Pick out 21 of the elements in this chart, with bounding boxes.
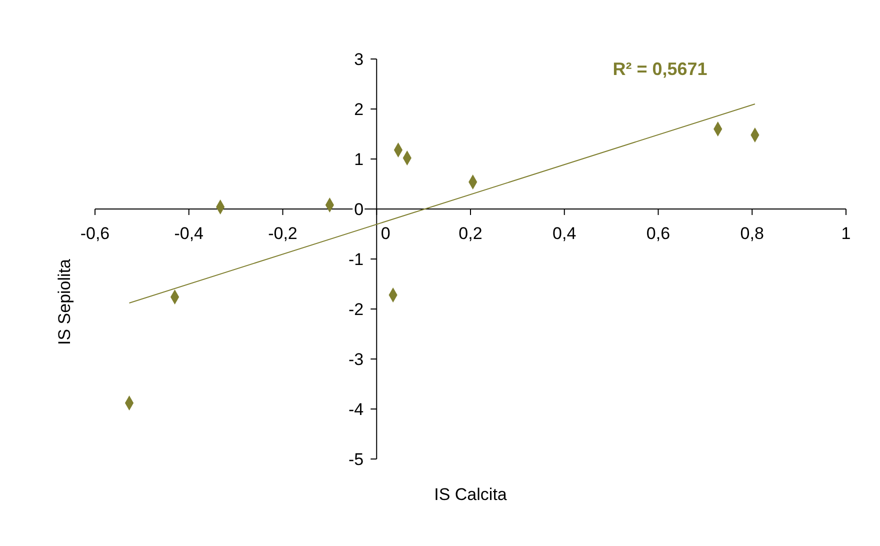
x-tick-label: -0,4 xyxy=(174,224,204,243)
x-tick-label: 0 xyxy=(380,224,390,243)
x-tick-label: -0,2 xyxy=(268,224,298,243)
y-tick-label: 3 xyxy=(354,50,364,69)
x-tick-label: 0,2 xyxy=(458,224,482,243)
y-tick-label: 0 xyxy=(354,200,364,219)
y-tick-label: -4 xyxy=(348,400,364,419)
x-tick-label: -0,6 xyxy=(80,224,110,243)
annotation: R² = 0,5671 xyxy=(612,59,708,79)
x-tick-label: 0,8 xyxy=(740,224,764,243)
y-tick-label: -2 xyxy=(348,300,364,319)
x-axis-title: IS Calcita xyxy=(434,485,508,504)
x-tick-label: 1 xyxy=(841,224,851,243)
x-tick-label: 0,6 xyxy=(646,224,670,243)
y-tick-label: -1 xyxy=(348,250,364,269)
y-tick-label: -3 xyxy=(348,350,364,369)
y-tick-label: 2 xyxy=(354,100,364,119)
y-tick-label: 1 xyxy=(354,150,364,169)
x-tick-label: 0,4 xyxy=(552,224,576,243)
y-axis-title: IS Sepiolita xyxy=(55,258,74,345)
y-tick-label: -5 xyxy=(348,450,364,469)
